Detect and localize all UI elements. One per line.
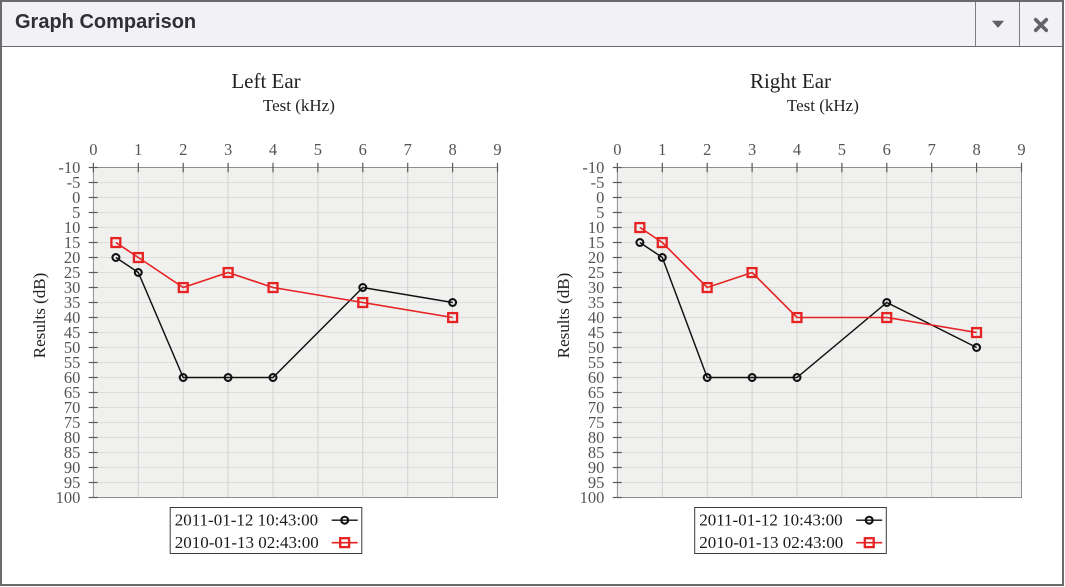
svg-text:40: 40: [64, 308, 81, 327]
svg-text:40: 40: [588, 308, 605, 327]
svg-text:Right Ear: Right Ear: [750, 69, 831, 93]
svg-text:80: 80: [588, 428, 605, 447]
svg-text:Results (dB): Results (dB): [30, 273, 49, 358]
svg-text:1: 1: [134, 140, 142, 159]
svg-text:90: 90: [588, 458, 605, 477]
svg-text:0: 0: [596, 188, 604, 207]
svg-text:-10: -10: [58, 158, 80, 177]
svg-text:20: 20: [64, 248, 81, 267]
svg-text:5: 5: [838, 140, 846, 159]
svg-text:95: 95: [588, 473, 605, 492]
svg-text:9: 9: [1017, 140, 1025, 159]
svg-text:55: 55: [588, 353, 605, 372]
svg-text:90: 90: [64, 458, 81, 477]
svg-text:5: 5: [596, 203, 604, 222]
svg-text:35: 35: [64, 293, 81, 312]
svg-text:70: 70: [588, 398, 605, 417]
svg-text:7: 7: [404, 140, 412, 159]
svg-text:95: 95: [64, 473, 81, 492]
svg-text:2011-01-12 10:43:00: 2011-01-12 10:43:00: [175, 511, 318, 530]
svg-text:0: 0: [72, 188, 80, 207]
svg-text:45: 45: [588, 323, 605, 342]
svg-text:3: 3: [748, 140, 756, 159]
svg-text:4: 4: [793, 140, 801, 159]
svg-text:2011-01-12 10:43:00: 2011-01-12 10:43:00: [699, 511, 842, 530]
svg-text:1: 1: [658, 140, 666, 159]
svg-text:-10: -10: [582, 158, 604, 177]
svg-text:75: 75: [588, 413, 605, 432]
svg-text:50: 50: [64, 338, 81, 357]
svg-text:85: 85: [588, 443, 605, 462]
svg-text:0: 0: [613, 140, 621, 159]
svg-text:65: 65: [588, 383, 605, 402]
svg-text:7: 7: [928, 140, 936, 159]
svg-text:10: 10: [64, 218, 81, 237]
svg-text:3: 3: [224, 140, 232, 159]
svg-text:8: 8: [972, 140, 980, 159]
svg-text:35: 35: [588, 293, 605, 312]
svg-text:85: 85: [64, 443, 81, 462]
svg-text:15: 15: [588, 233, 605, 252]
svg-text:45: 45: [64, 323, 81, 342]
svg-text:Test (kHz): Test (kHz): [787, 96, 859, 115]
svg-text:100: 100: [580, 488, 605, 507]
svg-text:2: 2: [179, 140, 187, 159]
svg-text:15: 15: [64, 233, 81, 252]
svg-text:80: 80: [64, 428, 81, 447]
svg-text:Left Ear: Left Ear: [231, 69, 300, 93]
svg-text:6: 6: [883, 140, 891, 159]
svg-text:55: 55: [64, 353, 81, 372]
svg-text:4: 4: [269, 140, 277, 159]
svg-text:8: 8: [448, 140, 456, 159]
svg-text:6: 6: [359, 140, 367, 159]
svg-text:60: 60: [64, 368, 81, 387]
svg-text:10: 10: [588, 218, 605, 237]
svg-text:50: 50: [588, 338, 605, 357]
svg-text:25: 25: [64, 263, 81, 282]
svg-text:-5: -5: [591, 173, 605, 192]
svg-text:-5: -5: [67, 173, 81, 192]
svg-text:5: 5: [72, 203, 80, 222]
svg-text:2010-01-13 02:43:00: 2010-01-13 02:43:00: [699, 533, 843, 552]
svg-text:2: 2: [703, 140, 711, 159]
svg-text:65: 65: [64, 383, 81, 402]
svg-text:70: 70: [64, 398, 81, 417]
svg-text:75: 75: [64, 413, 81, 432]
svg-text:5: 5: [314, 140, 322, 159]
svg-text:Test (kHz): Test (kHz): [263, 96, 335, 115]
svg-text:25: 25: [588, 263, 605, 282]
svg-text:20: 20: [588, 248, 605, 267]
svg-text:0: 0: [89, 140, 97, 159]
svg-text:30: 30: [64, 278, 81, 297]
svg-text:9: 9: [493, 140, 501, 159]
svg-text:60: 60: [588, 368, 605, 387]
svg-text:2010-01-13 02:43:00: 2010-01-13 02:43:00: [175, 533, 319, 552]
svg-text:30: 30: [588, 278, 605, 297]
svg-text:100: 100: [56, 488, 81, 507]
svg-text:Results (dB): Results (dB): [554, 273, 573, 358]
